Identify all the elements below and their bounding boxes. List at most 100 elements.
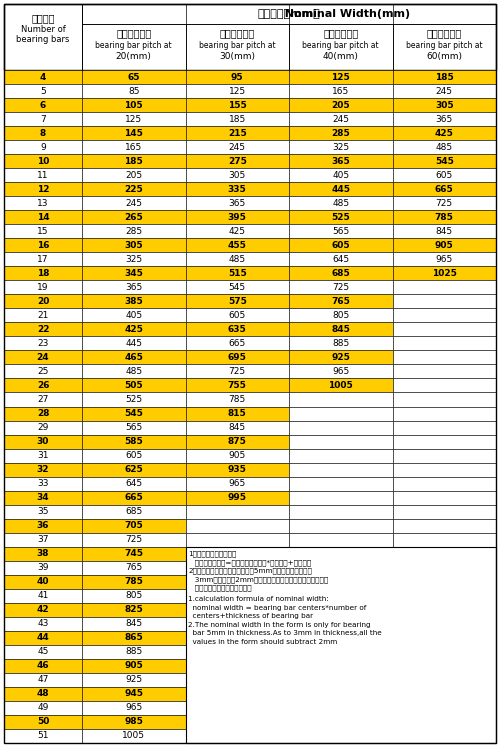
Bar bbox=[4, 630, 82, 645]
Text: 145: 145 bbox=[124, 128, 143, 137]
Bar bbox=[392, 448, 496, 462]
Text: 185: 185 bbox=[435, 72, 454, 81]
Text: 395: 395 bbox=[228, 213, 246, 222]
Text: 565: 565 bbox=[125, 423, 142, 432]
Text: 425: 425 bbox=[124, 325, 143, 334]
Bar bbox=[4, 729, 82, 743]
Bar bbox=[82, 238, 186, 252]
Bar bbox=[4, 701, 82, 715]
Text: nominal width = bearing bar centers*number of: nominal width = bearing bar centers*numb… bbox=[188, 605, 367, 611]
Text: 扁钢中心间距: 扁钢中心间距 bbox=[220, 28, 255, 38]
Bar bbox=[289, 533, 393, 547]
Text: bar 5mm in thickness.As to 3mm in thickness,all the: bar 5mm in thickness.As to 3mm in thickn… bbox=[188, 630, 382, 636]
Text: 49: 49 bbox=[38, 704, 48, 713]
Bar bbox=[289, 392, 393, 406]
Bar bbox=[289, 168, 393, 182]
Bar bbox=[186, 547, 496, 743]
Bar bbox=[4, 84, 82, 98]
Bar bbox=[82, 224, 186, 238]
Bar bbox=[289, 336, 393, 350]
Text: 8: 8 bbox=[40, 128, 46, 137]
Bar bbox=[82, 168, 186, 182]
Text: 42: 42 bbox=[36, 605, 50, 614]
Bar bbox=[289, 477, 393, 491]
Bar bbox=[289, 84, 393, 98]
Text: 4: 4 bbox=[40, 72, 46, 81]
Bar bbox=[4, 168, 82, 182]
Text: 505: 505 bbox=[124, 381, 143, 390]
Bar bbox=[82, 729, 186, 743]
Bar bbox=[82, 477, 186, 491]
Bar bbox=[186, 505, 289, 518]
Text: 1.calculation formula of nominal width:: 1.calculation formula of nominal width: bbox=[188, 596, 329, 602]
Text: 125: 125 bbox=[228, 87, 246, 96]
Bar bbox=[186, 154, 289, 168]
Bar bbox=[186, 24, 289, 70]
Text: 51: 51 bbox=[37, 731, 49, 740]
Bar bbox=[82, 294, 186, 309]
Bar bbox=[82, 252, 186, 266]
Text: 385: 385 bbox=[124, 297, 143, 306]
Text: 925: 925 bbox=[125, 675, 142, 684]
Text: 155: 155 bbox=[228, 101, 246, 110]
Bar bbox=[82, 406, 186, 421]
Text: 105: 105 bbox=[124, 101, 143, 110]
Bar bbox=[4, 435, 82, 448]
Bar bbox=[4, 98, 82, 112]
Text: 扁钢中心间距: 扁钢中心间距 bbox=[323, 28, 358, 38]
Text: 20(mm): 20(mm) bbox=[116, 52, 152, 61]
Text: 39: 39 bbox=[37, 563, 49, 572]
Bar bbox=[4, 617, 82, 630]
Text: 305: 305 bbox=[124, 241, 143, 249]
Bar bbox=[392, 140, 496, 154]
Text: 245: 245 bbox=[436, 87, 453, 96]
Bar bbox=[4, 687, 82, 701]
Bar bbox=[392, 379, 496, 392]
Bar bbox=[4, 4, 82, 70]
Bar bbox=[4, 70, 82, 84]
Bar bbox=[186, 280, 289, 294]
Bar bbox=[82, 182, 186, 196]
Text: 的因素，实际宽度略有改变。: 的因素，实际宽度略有改变。 bbox=[188, 585, 252, 592]
Text: 525: 525 bbox=[125, 395, 142, 404]
Bar bbox=[82, 70, 186, 84]
Bar bbox=[4, 323, 82, 336]
Bar bbox=[82, 280, 186, 294]
Text: 21: 21 bbox=[38, 311, 48, 320]
Bar bbox=[82, 574, 186, 589]
Bar bbox=[186, 477, 289, 491]
Bar bbox=[4, 673, 82, 687]
Bar bbox=[392, 266, 496, 280]
Bar bbox=[82, 4, 496, 24]
Bar bbox=[4, 140, 82, 154]
Text: 185: 185 bbox=[228, 114, 246, 123]
Bar bbox=[82, 448, 186, 462]
Bar bbox=[289, 323, 393, 336]
Text: 825: 825 bbox=[124, 605, 143, 614]
Bar bbox=[289, 350, 393, 365]
Text: 665: 665 bbox=[228, 339, 246, 348]
Bar bbox=[4, 645, 82, 659]
Bar bbox=[186, 238, 289, 252]
Text: 50: 50 bbox=[37, 717, 49, 727]
Text: 725: 725 bbox=[125, 535, 142, 545]
Text: 扁钢中心间距: 扁钢中心间距 bbox=[116, 28, 152, 38]
Bar bbox=[4, 421, 82, 435]
Bar bbox=[392, 252, 496, 266]
Bar bbox=[392, 280, 496, 294]
Text: 20: 20 bbox=[37, 297, 49, 306]
Bar bbox=[4, 309, 82, 323]
Text: 845: 845 bbox=[332, 325, 350, 334]
Bar bbox=[82, 379, 186, 392]
Text: 扁钢条数: 扁钢条数 bbox=[31, 13, 55, 23]
Text: 285: 285 bbox=[332, 128, 350, 137]
Bar bbox=[82, 309, 186, 323]
Text: values in the form should subtract 2mm: values in the form should subtract 2mm bbox=[188, 639, 338, 645]
Text: 钢格板公称宽度=承载扁钢中心间距*间隔数量+扁钢厚度: 钢格板公称宽度=承载扁钢中心间距*间隔数量+扁钢厚度 bbox=[188, 560, 312, 565]
Text: 755: 755 bbox=[228, 381, 246, 390]
Text: 485: 485 bbox=[228, 255, 246, 264]
Bar bbox=[4, 112, 82, 126]
Text: 245: 245 bbox=[332, 114, 349, 123]
Text: 23: 23 bbox=[38, 339, 48, 348]
Text: 365: 365 bbox=[228, 199, 246, 208]
